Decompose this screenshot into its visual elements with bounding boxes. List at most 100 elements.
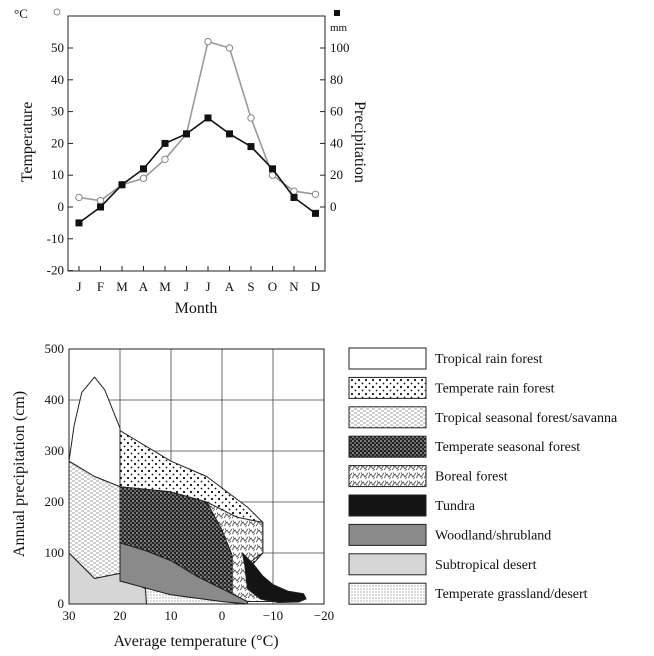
- temperature-tick-label-bottom: −20: [314, 608, 334, 623]
- legend-swatch: [348, 406, 427, 429]
- series-1-point: [312, 209, 319, 217]
- temperature-tick-label: -20: [47, 263, 64, 278]
- legend-label: Subtropical desert: [435, 558, 537, 573]
- precipitation-tick-label: 80: [330, 72, 343, 87]
- precipitation-tick-label: 0: [330, 199, 337, 214]
- legend-swatch: [348, 347, 427, 370]
- biome-regions: [68, 376, 307, 605]
- month-tick-label: J: [76, 279, 81, 294]
- month-tick-label: M: [116, 279, 128, 294]
- series-0-point: [247, 114, 255, 122]
- series-1-point: [183, 130, 190, 138]
- month-tick-label: A: [139, 279, 149, 294]
- legend-label: Tropical seasonal forest/savanna: [435, 411, 618, 426]
- precipitation-tick-label-bottom: 500: [45, 341, 65, 356]
- series-0-point: [96, 196, 105, 205]
- temperature-tick-label: 0: [58, 199, 65, 214]
- temperature-axis-title: Temperature: [19, 102, 36, 183]
- legend-swatch: [348, 376, 427, 399]
- precipitation-unit: mm: [330, 22, 348, 34]
- legend-swatch: [348, 582, 427, 605]
- temperature-tick-label-bottom: 20: [114, 608, 127, 623]
- month-tick-label: O: [268, 279, 277, 294]
- biome-legend: Tropical rain forest Temperate rain fores…: [348, 347, 618, 605]
- series-1-point: [75, 219, 83, 227]
- month-tick-label: F: [97, 279, 104, 294]
- series-0-point: [311, 190, 320, 198]
- series-1-point: [204, 114, 212, 122]
- temperature-tick-label: 40: [51, 72, 64, 87]
- precipitation-tick-label-bottom: 0: [58, 596, 65, 611]
- legend-label: Tundra: [435, 499, 476, 514]
- legend-swatch: [348, 435, 427, 458]
- temperature-tick-label: -10: [47, 231, 64, 246]
- month-tick-label: N: [289, 279, 299, 294]
- legend-swatch: [348, 553, 427, 576]
- legend-label: Temperate grassland/desert: [435, 587, 588, 602]
- legend-swatch: [348, 465, 427, 488]
- precipitation-legend-marker: [334, 10, 340, 16]
- series-0-point: [161, 155, 169, 164]
- series-1-point: [290, 193, 298, 201]
- series-1-point: [247, 143, 255, 151]
- precipitation-tick-label-bottom: 100: [45, 545, 65, 560]
- precipitation-tick-label: 60: [330, 104, 343, 119]
- precipitation-tick-label-bottom: 300: [45, 443, 65, 458]
- series-0-point: [225, 44, 234, 52]
- series-0-point: [139, 174, 148, 183]
- temperature-tick-label: 10: [51, 167, 64, 182]
- legend-label: Temperate seasonal forest: [435, 440, 580, 455]
- precipitation-tick-label-bottom: 200: [45, 494, 65, 509]
- month-tick-label: J: [184, 279, 189, 294]
- series-1-point: [140, 165, 147, 173]
- legend-swatch: [348, 523, 427, 546]
- temperature-legend-marker: [53, 8, 61, 16]
- precipitation-ticks: 100 80 60 40 20 0: [320, 40, 350, 214]
- precipitation-tick-label-bottom: 400: [45, 392, 65, 407]
- temperature-tick-label-bottom: −10: [263, 608, 283, 623]
- month-tick-label: A: [225, 279, 235, 294]
- climate-series: [75, 37, 320, 227]
- temperature-ticks: 50 40 30 20 10 0 -10 -20: [47, 40, 73, 278]
- precipitation-tick-label: 40: [330, 135, 343, 150]
- temperature-tick-label-bottom: 0: [219, 608, 226, 623]
- precipitation-axis-title: Precipitation: [351, 101, 368, 183]
- biome-frame: [68, 348, 325, 605]
- temperature-tick-label: 50: [51, 40, 64, 55]
- legend-label: Boreal forest: [435, 470, 508, 485]
- legend-label: Temperate rain forest: [435, 381, 555, 396]
- precipitation-tick-label: 20: [330, 167, 343, 182]
- month-axis-title: Month: [175, 300, 218, 317]
- series-0-point: [204, 37, 212, 46]
- legend-label: Woodland/shrubland: [435, 528, 551, 543]
- series-1-line: [78, 116, 316, 224]
- series-1-point: [97, 203, 104, 211]
- series-1-point: [161, 139, 169, 147]
- temperature-unit: °C: [14, 6, 28, 21]
- temperature-tick-label: 30: [51, 104, 64, 119]
- annual-precipitation-axis-title: Annual precipitation (cm): [11, 391, 28, 557]
- legend-label: Tropical rain forest: [435, 352, 543, 367]
- temperature-tick-label-bottom: 10: [165, 608, 178, 623]
- series-0-point: [75, 193, 83, 202]
- legend-swatch: [348, 494, 427, 517]
- series-1-point: [226, 130, 233, 138]
- series-1-point: [118, 181, 126, 189]
- precipitation-tick-label: 100: [330, 40, 350, 55]
- temperature-axis-title-bottom: Average temperature (°C): [113, 633, 278, 650]
- climate-axes: [53, 8, 340, 272]
- climate-plot-frame: [67, 15, 326, 272]
- series-0-line: [78, 40, 316, 202]
- temperature-tick-label: 20: [51, 135, 64, 150]
- biome-plot-frame: [68, 348, 325, 605]
- month-tick-label: D: [311, 279, 320, 294]
- month-tick-label: M: [159, 279, 171, 294]
- biome-tundra: [241, 552, 307, 603]
- month-tick-label: S: [247, 279, 254, 294]
- series-1-point: [269, 165, 276, 173]
